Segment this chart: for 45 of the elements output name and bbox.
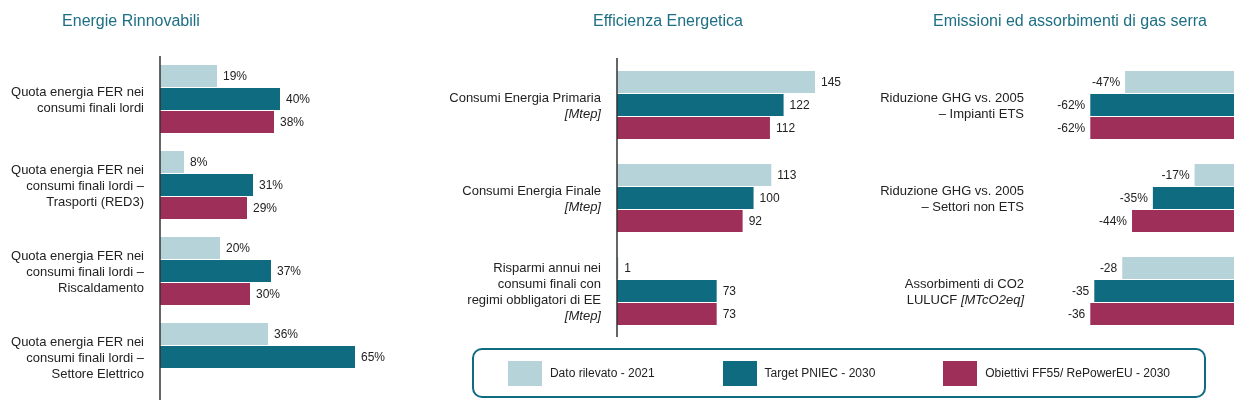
data-label: -28: [1099, 261, 1118, 275]
y-tick-label: Quota energia FER nei consumi finali lordi – Trasporti (RED3): [11, 162, 145, 209]
data-label: 122: [789, 98, 810, 112]
data-label: -36: [1067, 307, 1086, 321]
data-label: 1: [624, 261, 632, 275]
data-label: -35: [1071, 284, 1090, 298]
data-label: 112: [775, 121, 796, 135]
y-tick-label: Consumi Energia Finale [Mtep]: [462, 182, 602, 214]
data-label: 113: [777, 168, 797, 182]
data-label: 19%: [223, 69, 248, 83]
data-label: -35%: [1119, 191, 1149, 205]
legend-label: Target PNIEC - 2030: [764, 366, 876, 380]
legend-label: Dato rilevato - 2021: [549, 366, 655, 380]
data-label: -62%: [1057, 121, 1086, 135]
y-tick-label: Riduzione GHG vs. 2005 – Settori non ETS: [880, 182, 1025, 214]
legend-label: Obiettivi FF55/ RePowerEU - 2030: [985, 366, 1170, 380]
data-label: 20%: [226, 241, 251, 255]
y-tick-label: Quota energia FER nei consumi finali lordi – Settore Elettrico: [11, 334, 145, 381]
data-label: 29%: [253, 201, 278, 215]
data-label: -44%: [1099, 214, 1128, 228]
chart-title: Efficienza Energetica: [592, 12, 744, 30]
data-label: 40%: [286, 92, 311, 106]
y-tick-label: Riduzione GHG vs. 2005 – Impianti ETS: [880, 89, 1025, 121]
chart-title: Energie Rinnovabili: [61, 12, 201, 30]
y-tick-label: Quota energia FER nei consumi finali lordi – Riscaldamento: [11, 248, 145, 295]
data-label: 73: [722, 284, 737, 298]
data-label: 92: [748, 214, 763, 228]
data-label: -62%: [1057, 98, 1086, 112]
data-label: 31%: [259, 178, 284, 192]
data-label: 8%: [190, 155, 208, 169]
data-label: 145: [821, 75, 842, 89]
data-label: -47%: [1092, 75, 1121, 89]
data-label: 36%: [274, 327, 299, 341]
data-label: 73: [722, 307, 737, 321]
data-label: 37%: [277, 264, 302, 278]
chart-title: Emissioni ed assorbimenti di gas serra: [932, 12, 1208, 30]
y-tick-label: Consumi Energia Primaria [Mtep]: [449, 89, 602, 121]
data-label: 38%: [280, 115, 305, 129]
y-tick-label: Assorbimenti di CO2 LULUCF [MTcO2eq]: [904, 275, 1025, 307]
y-tick-label: Risparmi annui nei consumi finali con regimi obbligatori di EE [Mtep]: [463, 259, 602, 323]
data-label: 30%: [256, 287, 281, 301]
data-label: 65%: [361, 350, 386, 364]
y-tick-label: Quota energia FER nei consumi finali lordi: [11, 84, 145, 115]
data-label: -17%: [1161, 168, 1190, 182]
data-label: 100: [759, 191, 780, 205]
